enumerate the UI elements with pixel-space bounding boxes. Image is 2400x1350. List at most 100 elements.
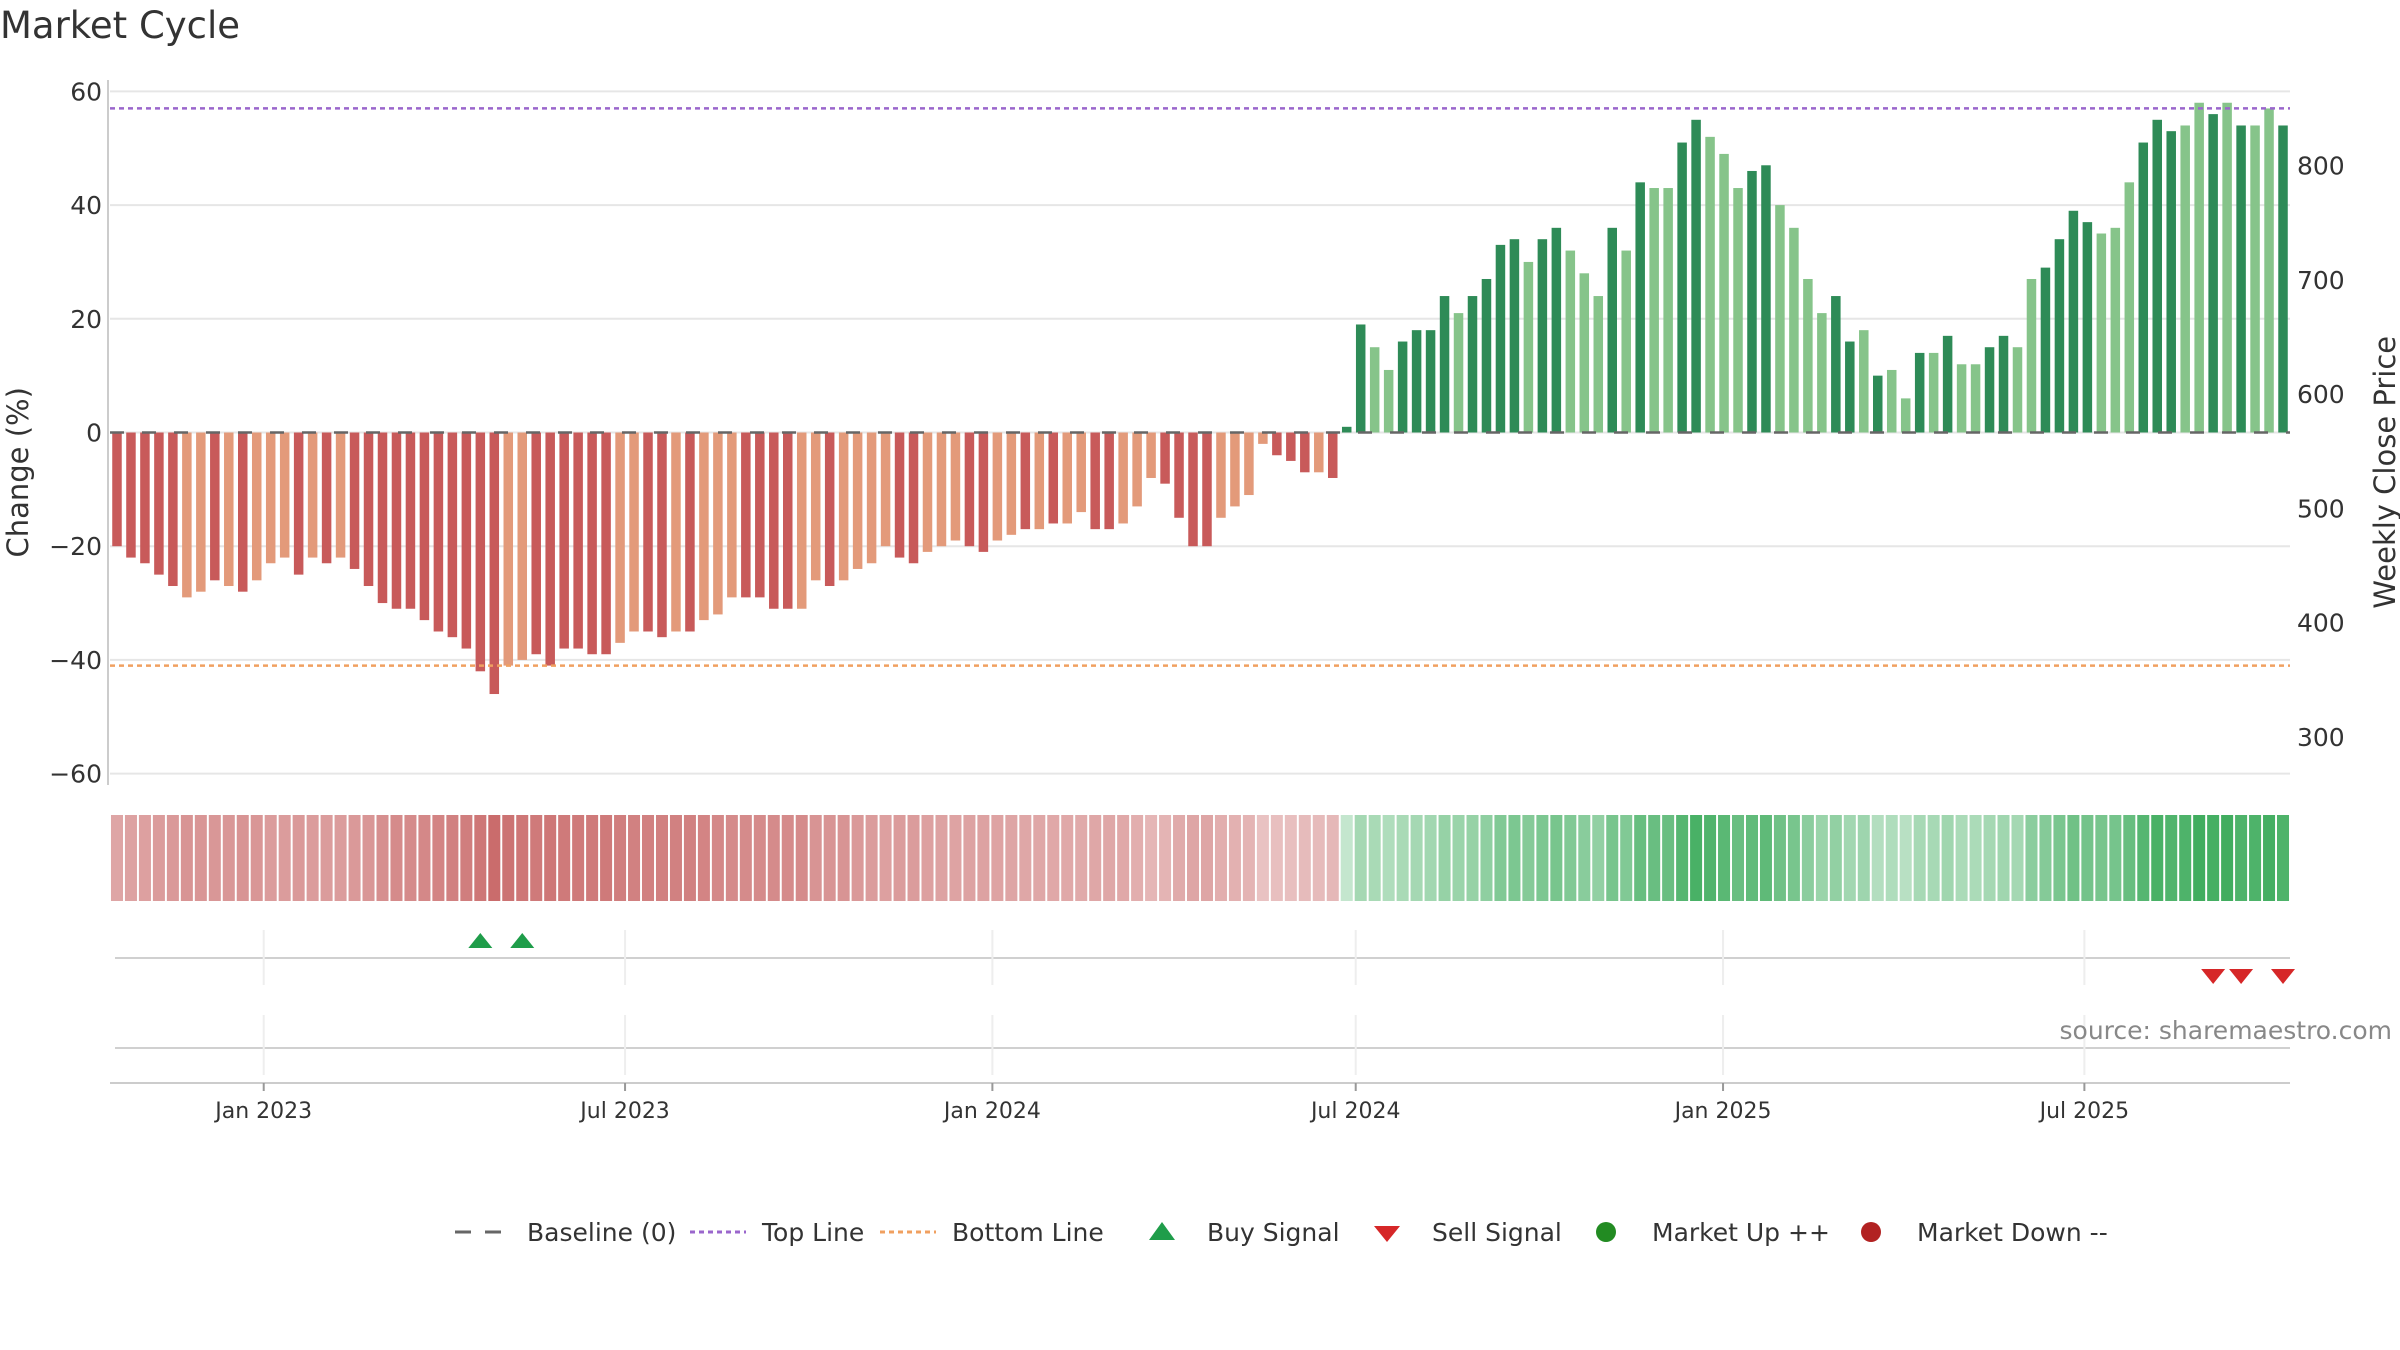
- strip-cell: [725, 815, 738, 901]
- bar: [517, 432, 527, 660]
- bar: [894, 432, 905, 558]
- bar: [1803, 278, 1813, 433]
- strip-cell: [1704, 815, 1717, 901]
- strip-cell: [1089, 815, 1102, 901]
- bar: [433, 432, 444, 632]
- bar: [2250, 125, 2260, 433]
- sell-signal-marker: [2201, 969, 2226, 984]
- y-tick-label: 20: [70, 305, 102, 334]
- bar: [335, 432, 346, 558]
- strip-cell: [879, 815, 892, 901]
- bar: [1663, 188, 1673, 433]
- bar: [1775, 205, 1785, 433]
- strip-cell: [851, 815, 864, 901]
- sell-signal-marker: [2229, 969, 2254, 984]
- y2-tick-label: 600: [2297, 380, 2345, 409]
- bar: [755, 432, 765, 598]
- strip-cell: [1773, 815, 1786, 901]
- strip-cell: [1326, 815, 1339, 901]
- bar: [1733, 188, 1743, 433]
- bar: [1593, 296, 1604, 433]
- bar: [2124, 182, 2135, 433]
- legend-label: Market Down --: [1917, 1218, 2108, 1247]
- strip-cell: [362, 815, 375, 901]
- bar: [866, 432, 877, 564]
- bar: [741, 432, 751, 598]
- bar: [265, 432, 276, 564]
- bar: [1467, 296, 1478, 433]
- bar: [1244, 432, 1254, 496]
- strip-cell: [1047, 815, 1060, 901]
- bar: [1579, 273, 1590, 433]
- legend-swatch-buy: [1149, 1222, 1175, 1240]
- bar: [293, 432, 304, 575]
- bar: [1104, 432, 1114, 530]
- strip-cell: [935, 815, 948, 901]
- bar: [1565, 250, 1576, 433]
- strip-cell: [865, 815, 878, 901]
- strip-cell: [1745, 815, 1758, 901]
- strip-cell: [1564, 815, 1577, 901]
- bar: [1216, 432, 1226, 518]
- bar: [936, 432, 947, 547]
- strip-cell: [2011, 815, 2024, 901]
- bar: [531, 432, 541, 655]
- strip-cell: [502, 815, 515, 901]
- strip-cell: [1983, 815, 1996, 901]
- bar: [279, 432, 290, 558]
- strip-cell: [1187, 815, 1200, 901]
- bar: [1747, 170, 1757, 433]
- x-tick-label: Jan 2024: [942, 1099, 1041, 1124]
- strip-cell: [683, 815, 696, 901]
- bar: [699, 432, 709, 621]
- legend-swatch-market-down: [1861, 1222, 1881, 1242]
- bar: [573, 432, 583, 649]
- strip-cell: [124, 815, 137, 901]
- strip-cell: [1969, 815, 1982, 901]
- strip-cell: [138, 815, 151, 901]
- strip-cell: [418, 815, 431, 901]
- bar: [1090, 432, 1100, 530]
- y-tick-label: 40: [70, 191, 102, 220]
- strip-cell: [1396, 815, 1409, 901]
- bar: [783, 432, 793, 609]
- signal-panel: [115, 930, 2296, 1075]
- legend-label: Buy Signal: [1207, 1218, 1340, 1247]
- strip-cell: [1270, 815, 1283, 901]
- strip-cell: [488, 815, 501, 901]
- strip-cell: [1159, 815, 1172, 901]
- bar: [545, 432, 555, 666]
- bar: [2264, 108, 2274, 433]
- strip-cell: [1354, 815, 1367, 901]
- strip-cell: [222, 815, 235, 901]
- strip-cell: [1019, 815, 1032, 901]
- bar: [601, 432, 611, 655]
- strip-cell: [516, 815, 529, 901]
- strip-cell: [152, 815, 165, 901]
- strip-cell: [949, 815, 962, 901]
- strip-cell: [614, 815, 627, 901]
- strength-strip: [110, 815, 2290, 901]
- strip-cell: [1759, 815, 1772, 901]
- bar: [2152, 119, 2162, 433]
- bar: [140, 432, 150, 564]
- bar: [1258, 432, 1268, 444]
- strip-cell: [110, 815, 123, 901]
- bar: [307, 432, 318, 558]
- strip-cell: [711, 815, 724, 901]
- bar: [922, 432, 933, 552]
- bar: [1761, 165, 1771, 433]
- bar: [447, 432, 458, 638]
- bar: [1495, 244, 1506, 433]
- legend-item: Market Up ++: [1596, 1218, 1830, 1247]
- strip-cell: [1732, 815, 1745, 901]
- strip-cell: [1662, 815, 1675, 901]
- bar: [1355, 324, 1366, 433]
- strip-cell: [921, 815, 934, 901]
- strip-cell: [2193, 815, 2206, 901]
- strip-cell: [991, 815, 1004, 901]
- strip-cell: [278, 815, 291, 901]
- bar: [1677, 142, 1687, 433]
- bar: [2054, 239, 2065, 433]
- bar: [908, 432, 919, 564]
